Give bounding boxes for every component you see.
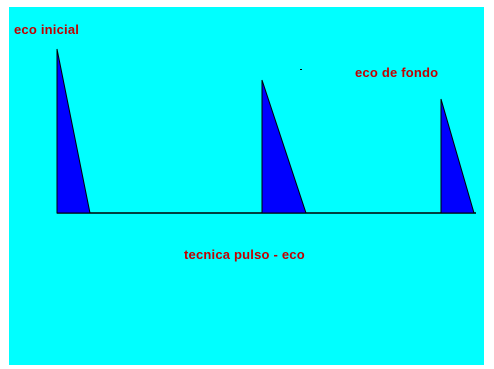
back-echo-label: eco de fondo: [355, 65, 439, 80]
back-echo-pulse-1: [261, 79, 307, 214]
diagram-canvas: [9, 7, 484, 365]
technique-caption: tecnica pulso - eco: [184, 247, 305, 262]
back-echo-pulse-2: [440, 98, 475, 214]
initial-echo-pulse: [56, 48, 91, 214]
stray-dot: [300, 69, 302, 70]
initial-echo-label: eco inicial: [14, 22, 80, 37]
